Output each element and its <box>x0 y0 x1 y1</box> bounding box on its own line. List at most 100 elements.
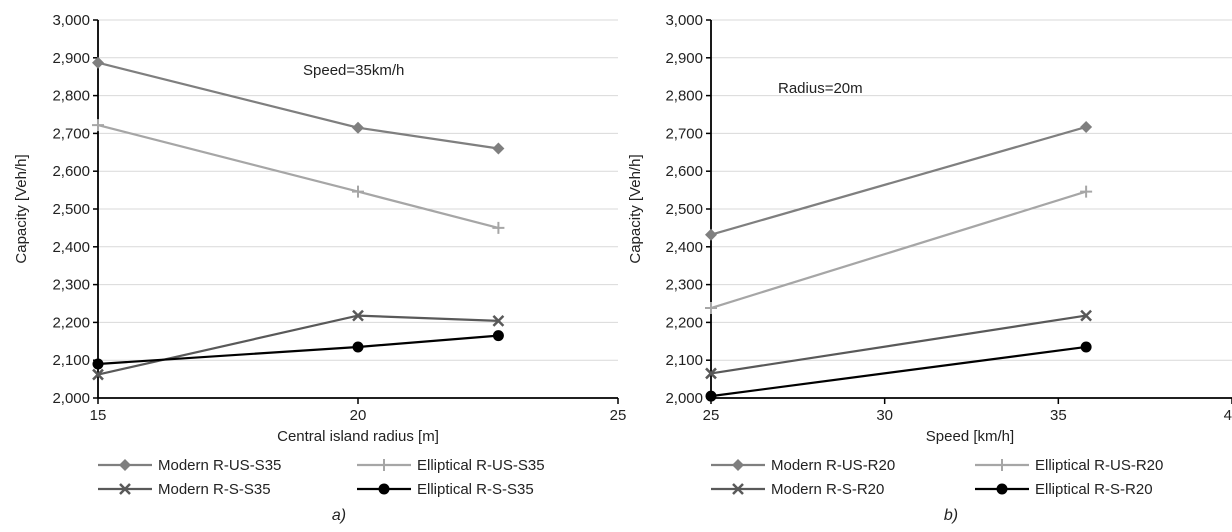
y-tick-label: 2,000 <box>52 390 90 407</box>
series-line <box>710 190 1087 310</box>
data-point <box>92 368 104 381</box>
y-tick-label: 2,700 <box>52 125 90 142</box>
x-tick-label: 25 <box>610 407 627 424</box>
series-3 <box>92 330 504 370</box>
legend-label: Modern R-S-S35 <box>158 481 271 498</box>
y-tick-label: 2,300 <box>665 277 703 294</box>
y-tick-label: 2,900 <box>52 50 90 67</box>
x-tick-label: 30 <box>876 407 893 424</box>
legend: Modern R-US-S35 Elliptical R-US-S35 Modern… <box>98 457 545 498</box>
legend-marker <box>732 459 744 471</box>
chart-panel-b: 2,000 2,100 2,200 2,300 2,400 2,500 2,600 2,700… <box>627 12 1232 524</box>
data-point <box>92 358 104 370</box>
data-point <box>352 185 364 198</box>
series-line <box>97 314 499 376</box>
y-tick-label: 2,600 <box>665 163 703 180</box>
y-tick-label: 2,800 <box>52 88 90 105</box>
x-tick-label: 20 <box>350 407 367 424</box>
legend-marker <box>996 459 1008 471</box>
y-tick-label: 2,100 <box>665 352 703 369</box>
series-line <box>97 61 499 150</box>
legend: Modern R-US-R20 Elliptical R-US-R20 Modern… <box>711 457 1163 498</box>
legend-item: Elliptical R-US-S35 <box>357 457 545 474</box>
series-line <box>710 314 1087 375</box>
legend-marker <box>378 459 390 471</box>
chart-panel-a: 2,000 2,100 2,200 2,300 2,400 2,500 2,600 2,700… <box>13 12 626 524</box>
series-line <box>710 345 1087 398</box>
data-point <box>92 56 104 69</box>
y-tick-label: 2,100 <box>52 352 90 369</box>
y-tick-label: 2,000 <box>665 390 703 407</box>
y-tick-label: 2,800 <box>665 88 703 105</box>
data-point <box>1080 341 1092 353</box>
y-tick-label: 2,400 <box>665 239 703 256</box>
data-point <box>705 302 717 315</box>
panel-caption: b) <box>944 507 958 524</box>
legend-item: Modern R-US-S35 <box>98 457 281 474</box>
series-line <box>710 125 1087 236</box>
legend-marker <box>378 483 390 495</box>
data-point <box>1080 185 1093 198</box>
data-point <box>705 367 717 380</box>
y-tick-label: 3,000 <box>665 12 703 29</box>
y-tick-label: 2,200 <box>665 314 703 331</box>
data-point <box>352 309 364 322</box>
y-tick-label: 2,900 <box>665 50 703 67</box>
x-tick-label: 15 <box>90 407 107 424</box>
y-axis-title: Capacity [Veh/h] <box>13 154 30 263</box>
chart-annotation: Speed=35km/h <box>303 62 404 79</box>
legend-item: Elliptical R-S-S35 <box>357 481 534 498</box>
data-point <box>352 121 364 134</box>
x-tick-label: 35 <box>1050 407 1067 424</box>
legend-label: Modern R-US-S35 <box>158 457 281 474</box>
y-tick-label: 2,400 <box>52 239 90 256</box>
legend-item: Modern R-S-S35 <box>98 481 271 498</box>
y-tick-label: 2,300 <box>52 277 90 294</box>
legend-item: Modern R-S-R20 <box>711 481 884 498</box>
series-0 <box>92 56 505 155</box>
legend-marker <box>996 483 1008 495</box>
series-1 <box>92 119 505 234</box>
data-point <box>92 119 104 132</box>
data-point <box>1080 120 1093 133</box>
data-point <box>492 330 504 342</box>
series-2 <box>705 309 1093 380</box>
y-tick-label: 2,700 <box>665 125 703 142</box>
legend-label: Modern R-S-R20 <box>771 481 884 498</box>
x-axis-title: Central island radius [m] <box>277 428 439 445</box>
panel-caption: a) <box>332 507 346 524</box>
x-tick-label: 25 <box>703 407 720 424</box>
x-tick-label: 40 <box>1224 407 1232 424</box>
chart-annotation: Radius=20m <box>778 80 863 97</box>
legend-label: Elliptical R-S-R20 <box>1035 481 1153 498</box>
legend-item: Modern R-US-R20 <box>711 457 895 474</box>
y-axis-title: Capacity [Veh/h] <box>627 154 644 263</box>
y-tick-label: 2,500 <box>665 201 703 218</box>
y-tick-label: 2,500 <box>52 201 90 218</box>
legend-label: Elliptical R-S-S35 <box>417 481 534 498</box>
data-point <box>492 315 505 327</box>
data-point <box>352 341 364 353</box>
legend-marker <box>119 483 131 495</box>
series-2 <box>92 309 505 381</box>
legend-label: Elliptical R-US-R20 <box>1035 457 1163 474</box>
legend-label: Modern R-US-R20 <box>771 457 895 474</box>
data-point <box>492 142 505 155</box>
legend-marker <box>732 483 744 495</box>
legend-label: Elliptical R-US-S35 <box>417 457 545 474</box>
y-tick-label: 3,000 <box>52 12 90 29</box>
legend-item: Elliptical R-US-R20 <box>975 457 1163 474</box>
x-axis-title: Speed [km/h] <box>926 428 1014 445</box>
series-0 <box>705 120 1093 241</box>
y-tick-label: 2,200 <box>52 314 90 331</box>
data-point <box>705 228 717 241</box>
legend-item: Elliptical R-S-R20 <box>975 481 1153 498</box>
series-3 <box>705 341 1092 402</box>
legend-marker <box>119 459 131 471</box>
data-point <box>1080 309 1093 322</box>
y-tick-label: 2,600 <box>52 163 90 180</box>
data-point <box>705 390 717 402</box>
series-1 <box>705 185 1093 315</box>
data-point <box>492 221 505 234</box>
